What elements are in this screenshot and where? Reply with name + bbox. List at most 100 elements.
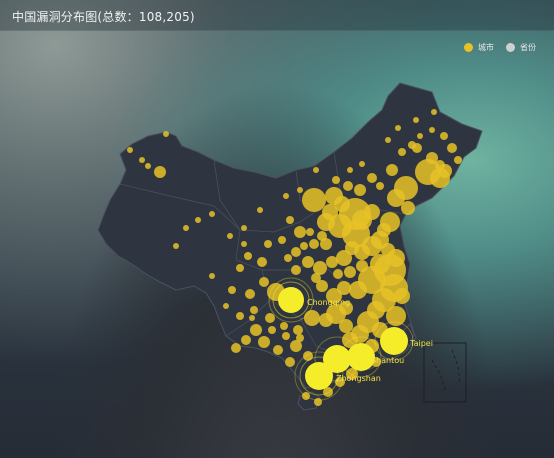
city-marker[interactable] [273,345,283,355]
city-marker[interactable] [306,228,314,236]
city-marker[interactable] [339,301,353,315]
city-marker[interactable] [285,357,295,367]
city-marker[interactable] [209,273,215,279]
city-marker[interactable] [297,187,303,193]
city-marker[interactable] [352,210,372,230]
city-marker[interactable] [322,204,338,220]
city-marker[interactable] [244,252,252,260]
city-marker[interactable] [334,196,350,212]
city-marker[interactable] [293,325,303,335]
city-marker[interactable] [377,223,391,237]
city-marker[interactable] [227,233,233,239]
city-marker[interactable] [223,303,229,309]
city-marker[interactable] [429,127,435,133]
city-marker[interactable] [290,340,302,352]
city-marker[interactable] [336,250,352,266]
city-marker[interactable] [173,243,179,249]
city-marker[interactable] [259,277,269,287]
city-marker[interactable] [313,261,327,275]
city-marker[interactable] [376,182,384,190]
city-marker[interactable] [236,312,244,320]
city-marker[interactable] [250,306,258,314]
city-marker[interactable] [337,281,351,295]
city-marker[interactable] [454,156,462,164]
city-marker[interactable] [278,236,286,244]
city-marker[interactable] [257,257,267,267]
city-marker[interactable] [342,332,358,348]
city-marker[interactable] [430,168,450,188]
city-marker[interactable] [195,217,201,223]
city-marker[interactable] [284,254,292,262]
city-marker[interactable] [154,166,166,178]
city-marker[interactable] [333,269,343,279]
city-marker[interactable] [241,225,247,231]
city-marker[interactable] [356,260,368,272]
city-marker[interactable] [311,273,321,283]
city-marker[interactable] [316,280,328,292]
city-marker[interactable] [294,226,306,238]
city-marker[interactable] [209,211,215,217]
city-marker[interactable] [302,256,314,268]
city-marker[interactable] [302,188,326,212]
city-marker[interactable] [302,392,310,400]
city-marker[interactable] [231,343,241,353]
city-marker[interactable] [320,238,332,250]
city-marker[interactable] [291,247,301,257]
city-marker[interactable] [313,167,319,173]
city-marker[interactable] [291,265,301,275]
city-marker[interactable] [367,173,377,183]
city-marker[interactable] [335,377,345,387]
city-marker[interactable] [343,181,353,191]
marker-taipei[interactable] [374,321,414,361]
city-marker[interactable] [385,137,391,143]
legend-item-city[interactable]: 城市 [464,42,494,53]
city-marker[interactable] [412,143,422,153]
city-marker[interactable] [145,163,151,169]
city-marker[interactable] [303,351,313,361]
city-marker[interactable] [347,167,353,173]
city-marker[interactable] [283,193,289,199]
city-marker[interactable] [163,131,169,137]
city-marker[interactable] [236,264,244,272]
city-marker[interactable] [326,288,342,304]
city-marker[interactable] [265,313,275,323]
city-marker[interactable] [268,326,276,334]
city-marker[interactable] [394,288,410,304]
city-marker[interactable] [296,334,304,342]
city-marker[interactable] [359,161,365,167]
city-marker[interactable] [317,231,327,241]
city-marker[interactable] [386,306,406,326]
city-marker[interactable] [339,319,353,333]
city-marker[interactable] [300,242,308,250]
city-marker[interactable] [323,387,333,397]
city-marker[interactable] [381,243,395,257]
city-marker[interactable] [258,336,270,348]
city-marker[interactable] [447,143,457,153]
city-marker[interactable] [241,335,251,345]
marker-chongqing[interactable] [268,277,314,323]
city-marker[interactable] [401,201,415,215]
city-marker[interactable] [314,398,322,406]
city-marker[interactable] [346,368,358,380]
city-marker[interactable] [249,315,255,321]
city-marker[interactable] [139,157,145,163]
city-marker[interactable] [309,239,319,249]
city-marker[interactable] [398,148,406,156]
city-marker[interactable] [304,310,320,326]
city-marker[interactable] [280,322,288,330]
city-marker[interactable] [344,266,356,278]
city-marker[interactable] [250,324,262,336]
legend-item-province[interactable]: 省份 [506,42,536,53]
city-marker[interactable] [286,216,294,224]
city-marker[interactable] [241,241,247,247]
city-marker[interactable] [395,125,401,131]
city-marker[interactable] [228,286,236,294]
city-marker[interactable] [257,207,263,213]
city-marker[interactable] [264,240,272,248]
city-marker[interactable] [127,147,133,153]
marker-zhongshan[interactable] [294,351,344,401]
city-marker[interactable] [183,225,189,231]
city-marker[interactable] [386,164,398,176]
city-marker[interactable] [332,176,340,184]
city-marker[interactable] [417,133,423,139]
